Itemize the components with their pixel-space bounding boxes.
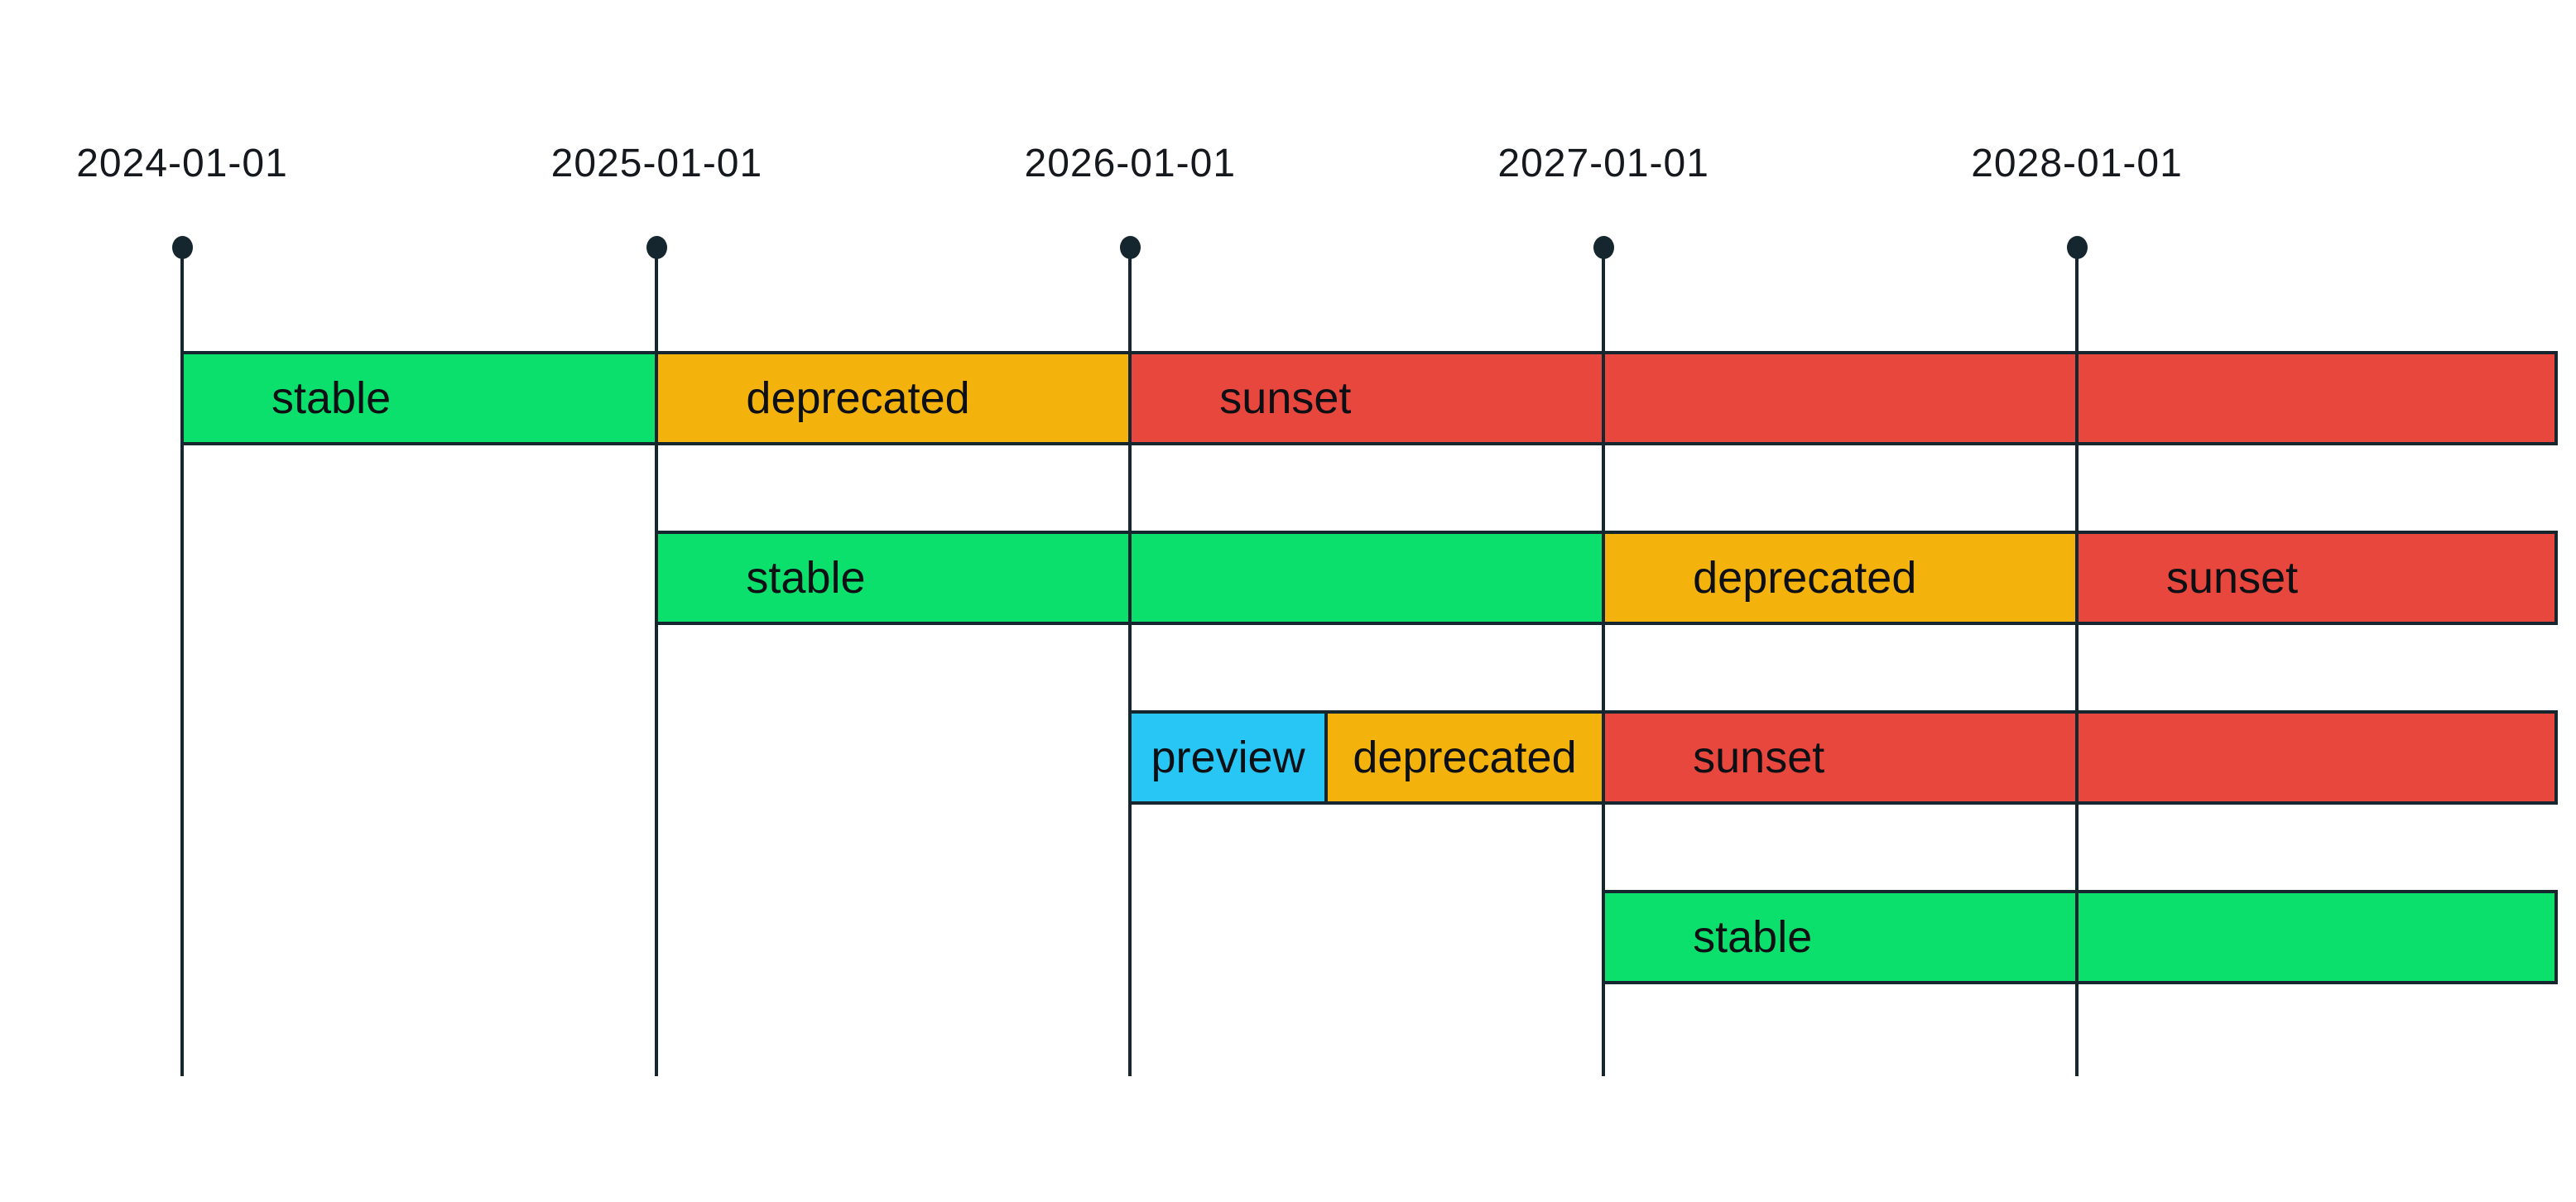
segment-label: stable — [272, 373, 392, 423]
timeline-gridline — [1128, 248, 1132, 1076]
segment-label: preview — [1151, 733, 1305, 782]
timeline-gridline — [655, 248, 659, 1076]
timeline-marker-dot — [1593, 236, 1614, 259]
lifecycle-segment-deprecated: deprecated — [1324, 710, 1606, 805]
lifecycle-segment-stable: stable — [1602, 890, 2558, 984]
segment-label: sunset — [1219, 373, 1352, 423]
timeline-marker-dot — [646, 236, 667, 259]
axis-date-label: 2025-01-01 — [550, 142, 763, 185]
timeline-marker-dot — [171, 236, 193, 259]
segment-label: sunset — [2166, 553, 2299, 603]
segment-label: deprecated — [1353, 733, 1577, 782]
axis-date-label: 2027-01-01 — [1497, 142, 1709, 185]
timeline-gridline — [2075, 248, 2079, 1076]
timeline-gridline — [1602, 248, 1606, 1076]
lifecycle-segment-sunset: sunset — [1602, 710, 2558, 805]
lifecycle-segment-sunset: sunset — [2075, 531, 2558, 625]
timeline-gridline — [180, 248, 184, 1076]
axis-date-label: 2026-01-01 — [1024, 142, 1237, 185]
segment-label: deprecated — [1693, 553, 1917, 603]
segment-label: sunset — [1693, 733, 1825, 782]
lifecycle-segment-deprecated: deprecated — [655, 351, 1132, 445]
segment-label: stable — [1693, 912, 1813, 962]
axis-date-label: 2028-01-01 — [1971, 142, 2183, 185]
segment-label: stable — [746, 553, 866, 603]
lifecycle-segment-sunset: sunset — [1128, 351, 2558, 445]
axis-date-label: 2024-01-01 — [76, 142, 288, 185]
lifecycle-segment-deprecated: deprecated — [1602, 531, 2079, 625]
segment-label: deprecated — [746, 373, 970, 423]
timeline-marker-dot — [2066, 236, 2088, 259]
timeline-marker-dot — [1119, 236, 1141, 259]
lifecycle-segment-preview: preview — [1128, 710, 1328, 805]
lifecycle-segment-stable: stable — [180, 351, 659, 445]
